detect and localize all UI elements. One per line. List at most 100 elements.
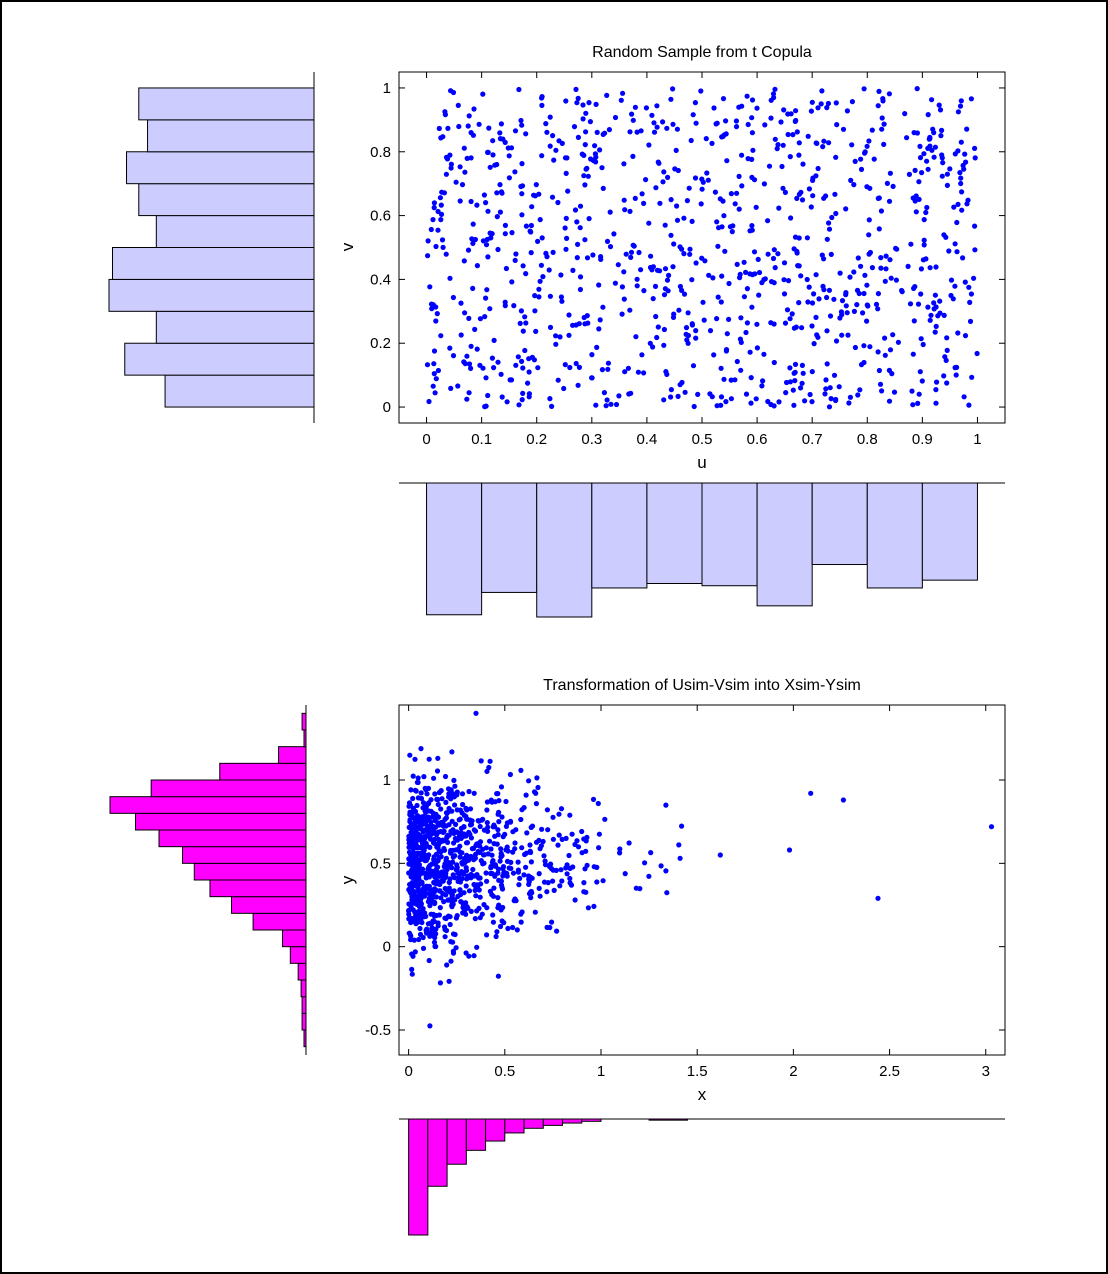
bottom-y-hist-bar [209,879,307,898]
top-point [839,312,845,318]
top-point [761,351,767,357]
bottom-point [600,878,606,884]
bottom-point [414,861,421,867]
bottom-point [481,827,487,833]
top-point [561,385,567,392]
bottom-point [492,873,498,879]
bottom-point [492,824,498,830]
top-point [916,391,922,397]
top-point [749,97,756,103]
top-point [878,255,884,261]
top-point [600,131,606,137]
top-point [962,151,968,157]
top-point [852,344,859,351]
top-x-tick-label: 0.3 [581,431,602,448]
top-point [673,147,679,153]
top-point [858,166,865,172]
bottom-point [429,891,436,897]
top-point [456,123,462,130]
top-point [613,401,620,408]
bottom-point [540,838,546,845]
bottom-point [497,858,503,864]
bottom-point [423,843,429,850]
top-point [958,139,964,145]
top-point [641,288,647,294]
top-point [543,121,549,127]
top-point [833,338,840,344]
top-point [732,201,738,207]
top-point [782,320,789,326]
bottom-point [435,755,441,761]
top-point [948,277,955,283]
bottom-point [510,849,516,855]
top-point [886,398,893,404]
top-point [947,166,953,172]
top-point [726,280,732,287]
top-point [893,245,899,251]
bottom-point [572,897,578,903]
bottom-point [415,888,422,894]
top-point [855,255,861,261]
bottom-point [429,932,435,938]
top-v-hist-bar [112,247,315,280]
bottom-y-hist-bar [303,1029,307,1048]
top-point [869,127,875,133]
bottom-chart-title: Transformation of Usim-Vsim into Xsim-Ys… [543,677,861,694]
top-point [652,283,659,289]
top-point [587,119,594,125]
top-point [628,254,634,260]
top-point [586,216,592,222]
bottom-point [566,852,572,859]
top-x-ticks: 0 0.1 0.2 0.3 0.4 0.5 0.6 0.7 0.8 0.9 1 [422,72,982,448]
bottom-point [418,746,424,752]
top-point [643,105,650,111]
bottom-point [440,829,446,836]
top-point [823,386,829,392]
top-y-tick-label: 0.2 [370,335,391,352]
top-point [494,190,500,196]
top-point [749,304,755,310]
top-point [563,98,569,104]
top-point [654,334,660,341]
bottom-point [445,897,451,903]
top-point [653,185,659,191]
top-point [448,385,454,391]
top-point [497,182,503,188]
top-point [810,193,816,199]
top-point [710,275,716,281]
bottom-point [432,791,438,797]
top-point [641,370,647,376]
bottom-point [411,845,417,851]
top-point [682,389,688,395]
top-point [923,209,929,216]
top-point [749,174,755,180]
top-point [590,157,597,164]
top-point [824,236,830,242]
top-point [936,102,942,108]
top-point [796,235,802,241]
top-point [607,244,614,250]
top-point [466,315,472,321]
bottom-point [435,923,441,929]
bottom-point [484,932,490,938]
bottom-point [622,871,628,877]
bottom-point [637,886,643,892]
top-point [670,314,677,320]
bottom-point [471,790,477,796]
bottom-outlier-point [717,852,723,858]
top-point [741,259,747,265]
top-point [718,394,725,400]
top-point [689,277,695,283]
bottom-point [495,895,501,901]
bottom-point [558,806,565,812]
bottom-point [475,818,481,824]
top-point [604,238,611,244]
top-point [507,377,513,383]
bottom-point [505,848,511,854]
top-point [661,292,668,298]
bottom-point [583,889,589,895]
top-point [650,264,657,270]
top-point [916,196,922,202]
top-point [582,237,588,243]
top-point [425,253,431,259]
